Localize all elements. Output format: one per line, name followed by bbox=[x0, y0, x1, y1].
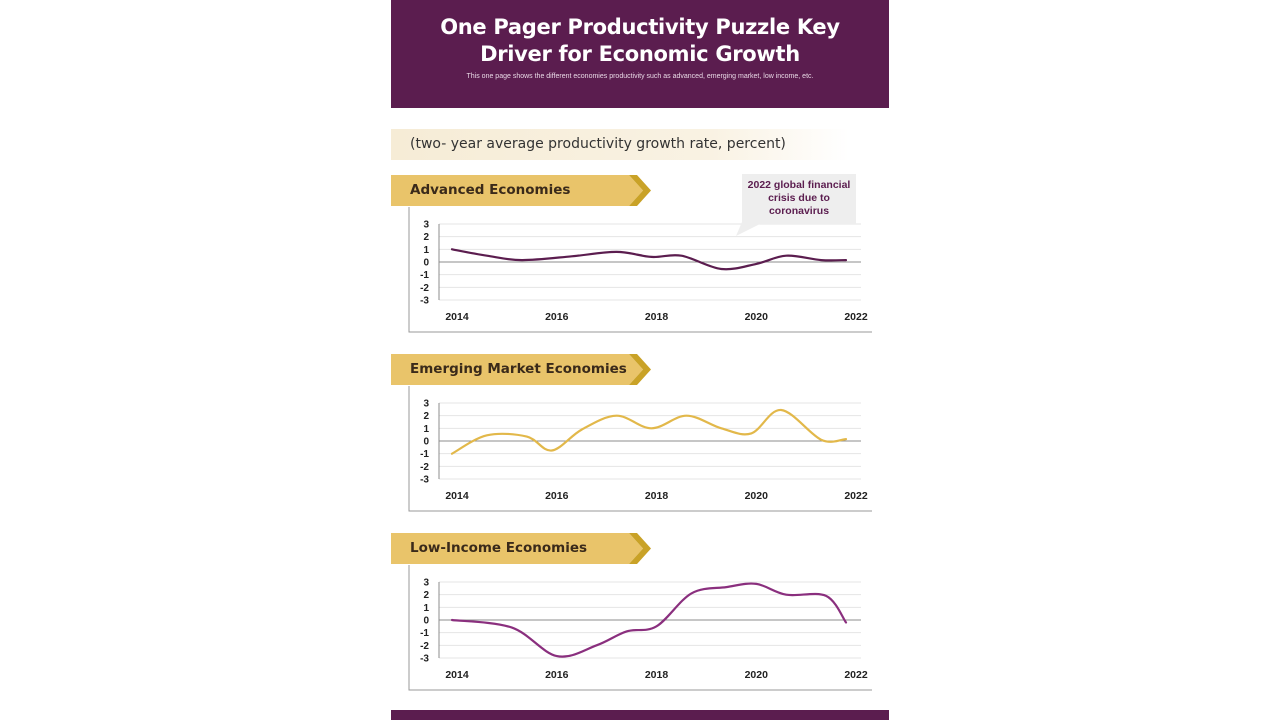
chart-frame bbox=[408, 207, 872, 333]
y-tick-label: -1 bbox=[420, 270, 429, 281]
emerging-market-ribbon: Emerging Market Economies bbox=[391, 354, 651, 385]
low-income-ribbon: Low-Income Economies bbox=[391, 533, 651, 564]
emerging-market-chart: 32 1 0-1 -2 -3 2014 2016 2018 2020 2022 bbox=[408, 386, 872, 512]
y-tick-label: 3 bbox=[423, 578, 429, 589]
x-tick-label: 2016 bbox=[545, 490, 569, 502]
x-tick-label: 2014 bbox=[445, 490, 469, 502]
y-tick-label: -1 bbox=[420, 628, 429, 639]
x-tick-label: 2014 bbox=[445, 669, 469, 681]
emerging-market-section: Emerging Market Economies 3 2 1 0 -1 -2 -3 2014… bbox=[391, 354, 889, 514]
ribbon-arrow-shape bbox=[391, 354, 651, 385]
x-tick-label: 2020 bbox=[745, 311, 769, 323]
advanced-economies-ribbon: Advanced Economies bbox=[391, 175, 651, 206]
page-description: This one page shows the different econom… bbox=[466, 73, 814, 80]
x-tick-label: 2020 bbox=[745, 490, 769, 502]
x-tick-label: 2016 bbox=[545, 311, 569, 323]
y-tick-label: 1 bbox=[423, 603, 429, 614]
x-tick-label: 2018 bbox=[645, 311, 669, 323]
x-tick-label: 2014 bbox=[445, 311, 469, 323]
crisis-callout: 2022 global financial crisis due to coro… bbox=[742, 174, 856, 224]
y-tick-label: -2 bbox=[420, 283, 429, 294]
x-tick-label: 2022 bbox=[844, 490, 868, 502]
y-tick-label: -2 bbox=[420, 462, 429, 473]
x-tick-label: 2018 bbox=[645, 669, 669, 681]
low-income-title: Low-Income Economies bbox=[410, 540, 588, 556]
x-tick-label: 2020 bbox=[745, 669, 769, 681]
advanced-series-line bbox=[450, 248, 848, 271]
page-title: One Pager Productivity Puzzle Key Driver… bbox=[440, 15, 840, 66]
emerging-market-title: Emerging Market Economies bbox=[410, 361, 627, 377]
chart-subtitle: (two- year average productivity growth r… bbox=[391, 129, 849, 160]
ribbon-arrow-shape bbox=[391, 533, 651, 564]
one-pager: One Pager Productivity Puzzle Key Driver… bbox=[391, 0, 889, 720]
low-income-section: Low-Income Economies 3 2 1 0 -1 -2 -3 2014 2016 2… bbox=[391, 533, 889, 693]
x-tick-label: 2018 bbox=[645, 490, 669, 502]
chart-frame bbox=[408, 565, 872, 691]
x-tick-label: 2022 bbox=[844, 311, 868, 323]
y-tick-label: 1 bbox=[423, 245, 429, 256]
emerging-series-line bbox=[450, 408, 848, 455]
y-tick-label: 0 bbox=[423, 258, 429, 269]
advanced-economies-section: Advanced Economies 3 2 1 0 -1 -2 -3 2014 2016 201… bbox=[391, 175, 889, 335]
low-income-chart: 32 1 0-1 -2 -3 2014 2016 2018 2020 2022 bbox=[408, 565, 872, 691]
y-tick-label: -3 bbox=[420, 654, 429, 665]
ribbon-arrow-shape bbox=[391, 175, 651, 206]
header-banner: One Pager Productivity Puzzle Key Driver… bbox=[391, 0, 889, 108]
y-tick-label: 0 bbox=[423, 437, 429, 448]
low-income-series-line bbox=[450, 582, 848, 658]
footer-bar bbox=[391, 710, 889, 720]
x-tick-label: 2022 bbox=[844, 669, 868, 681]
y-tick-label: 2 bbox=[423, 232, 429, 243]
x-tick-label: 2016 bbox=[545, 669, 569, 681]
callout-pointer bbox=[736, 222, 764, 236]
advanced-economies-chart: 32 1 0-1 -2 -3 2014 2016 2018 2020 2022 bbox=[408, 207, 872, 333]
y-tick-label: -1 bbox=[420, 449, 429, 460]
chart-frame bbox=[408, 386, 872, 512]
y-tick-label: 1 bbox=[423, 424, 429, 435]
y-tick-label: 3 bbox=[423, 399, 429, 410]
y-tick-label: -2 bbox=[420, 641, 429, 652]
y-tick-label: 3 bbox=[423, 220, 429, 231]
y-tick-label: 2 bbox=[423, 590, 429, 601]
y-tick-label: 2 bbox=[423, 411, 429, 422]
y-tick-label: -3 bbox=[420, 475, 429, 486]
y-tick-label: 0 bbox=[423, 616, 429, 627]
advanced-economies-title: Advanced Economies bbox=[410, 182, 571, 198]
y-tick-label: -3 bbox=[420, 296, 429, 307]
